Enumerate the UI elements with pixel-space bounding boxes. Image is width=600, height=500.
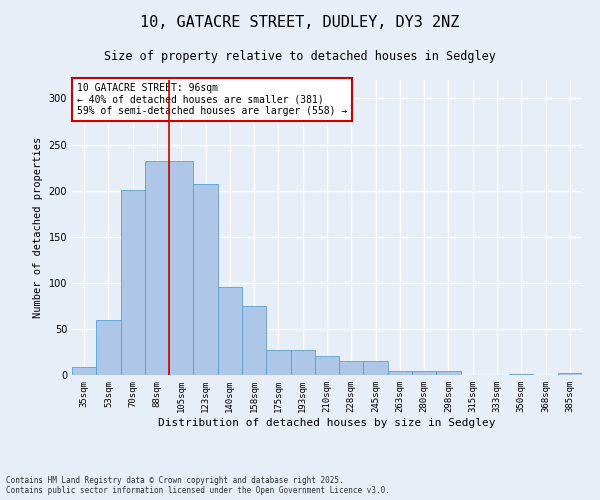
Bar [145,161,169,375]
Bar [339,361,364,375]
Bar [315,356,339,375]
Y-axis label: Number of detached properties: Number of detached properties [33,137,43,318]
Bar [388,372,412,375]
Text: 10, GATACRE STREET, DUDLEY, DY3 2NZ: 10, GATACRE STREET, DUDLEY, DY3 2NZ [140,15,460,30]
Bar [72,366,96,375]
Text: Size of property relative to detached houses in Sedgley: Size of property relative to detached ho… [104,50,496,63]
Bar [412,372,436,375]
Bar [558,373,582,375]
Bar [266,350,290,375]
Text: Contains HM Land Registry data © Crown copyright and database right 2025.
Contai: Contains HM Land Registry data © Crown c… [6,476,390,495]
Bar [193,184,218,375]
Bar [169,161,193,375]
Bar [509,374,533,375]
Bar [364,361,388,375]
Bar [218,288,242,375]
Text: 10 GATACRE STREET: 96sqm
← 40% of detached houses are smaller (381)
59% of semi-: 10 GATACRE STREET: 96sqm ← 40% of detach… [77,83,347,116]
Bar [436,372,461,375]
Bar [121,190,145,375]
Bar [96,320,121,375]
Bar [290,350,315,375]
X-axis label: Distribution of detached houses by size in Sedgley: Distribution of detached houses by size … [158,418,496,428]
Bar [242,306,266,375]
